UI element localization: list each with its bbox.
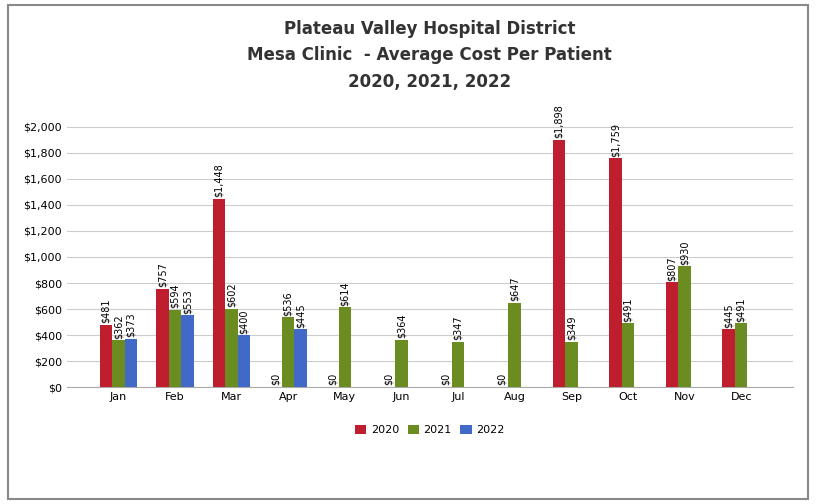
Text: $362: $362 [113,314,123,339]
Bar [169,310,181,387]
Bar [112,340,125,387]
Legend: 2020, 2021, 2022: 2020, 2021, 2022 [352,421,508,438]
Text: $1,448: $1,448 [214,163,224,197]
Bar [552,140,565,387]
Text: $553: $553 [183,289,193,313]
Text: $1,759: $1,759 [610,122,620,157]
Bar [237,335,251,387]
Text: $349: $349 [566,316,576,340]
Text: $445: $445 [295,303,306,328]
Text: $445: $445 [724,303,734,328]
Text: $0: $0 [384,372,394,385]
Bar [452,342,464,387]
Text: $807: $807 [667,256,677,281]
Text: $347: $347 [453,316,463,341]
Bar [508,303,521,387]
Text: $0: $0 [327,372,337,385]
Text: $0: $0 [497,372,508,385]
Title: Plateau Valley Hospital District
Mesa Clinic  - Average Cost Per Patient
2020, 2: Plateau Valley Hospital District Mesa Cl… [247,20,612,91]
Bar [157,289,169,387]
Text: $491: $491 [623,297,633,322]
Bar [722,329,735,387]
Text: $0: $0 [271,372,281,385]
Bar [181,315,193,387]
Bar [295,329,307,387]
Bar [282,318,295,387]
Text: $1,898: $1,898 [554,105,564,139]
Bar [339,307,351,387]
Text: $536: $536 [283,291,293,316]
Text: $647: $647 [510,277,520,301]
Bar [395,340,408,387]
Bar [610,158,622,387]
Bar [678,266,691,387]
Text: $757: $757 [157,262,167,287]
Text: $400: $400 [239,309,249,334]
Text: $0: $0 [441,372,450,385]
Bar [100,325,112,387]
Text: $594: $594 [170,284,180,308]
Text: $364: $364 [397,314,406,338]
Bar [125,339,137,387]
Text: $373: $373 [126,312,135,337]
Text: $930: $930 [680,240,690,265]
Bar [565,342,578,387]
Bar [666,282,678,387]
Bar [622,323,634,387]
Text: $614: $614 [339,281,350,306]
Bar [735,323,747,387]
Text: $491: $491 [736,297,746,322]
Bar [213,199,225,387]
Bar [225,309,237,387]
Text: $602: $602 [227,283,237,307]
Text: $481: $481 [101,298,111,323]
